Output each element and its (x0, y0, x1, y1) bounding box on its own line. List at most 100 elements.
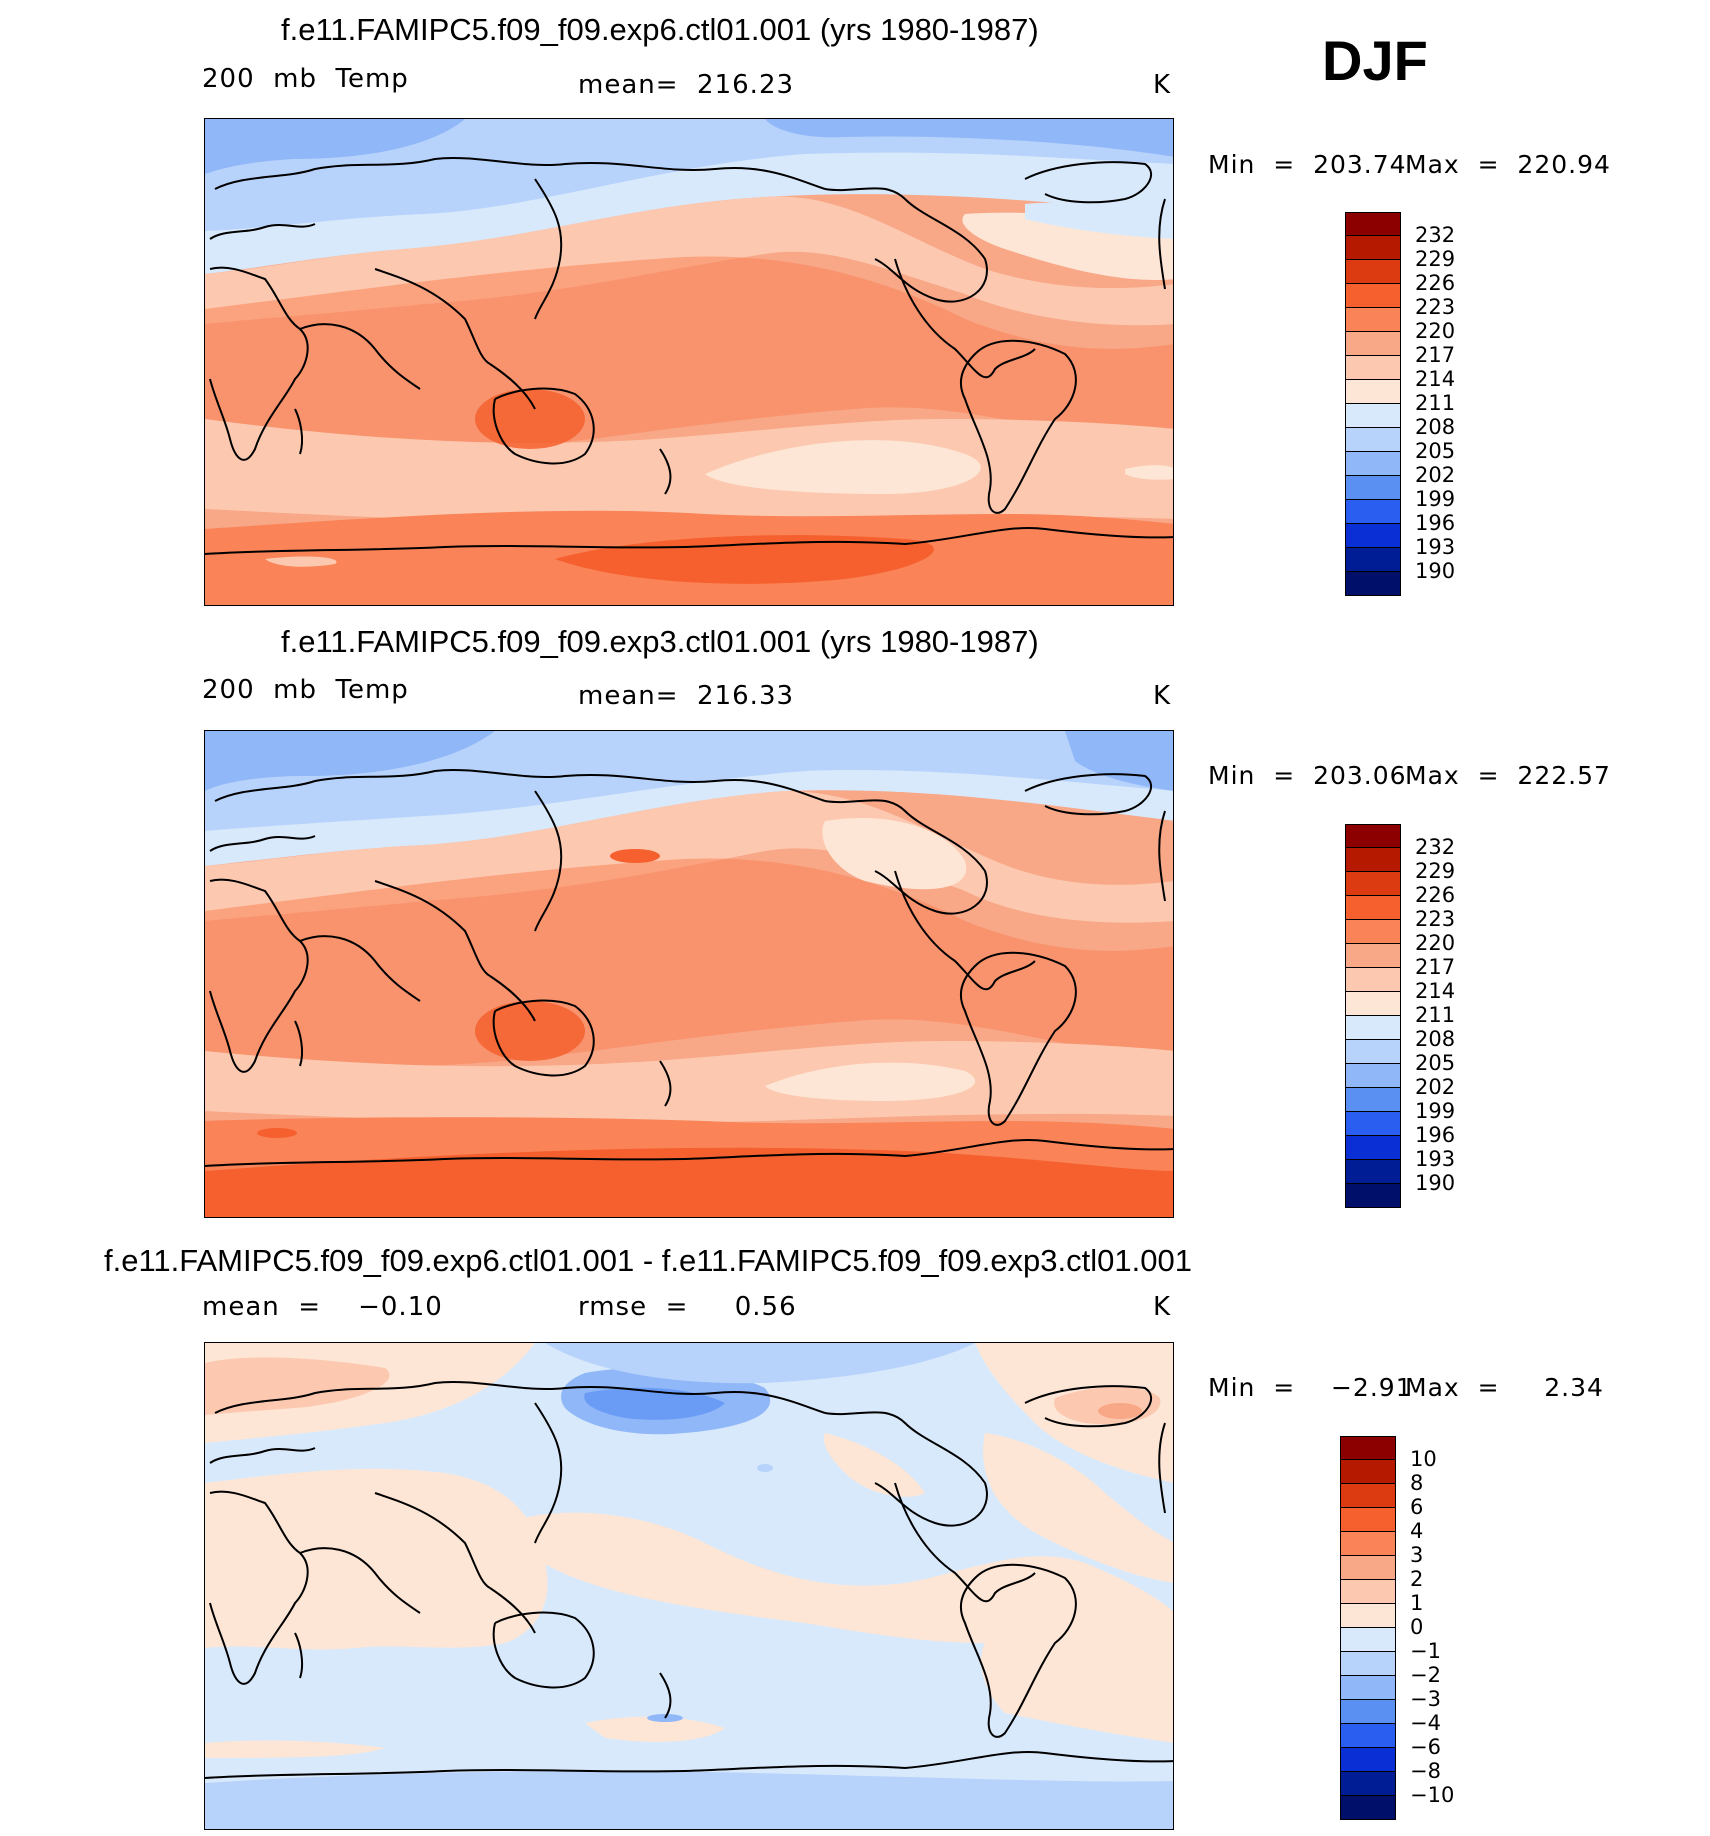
colorbar-swatch (1345, 212, 1401, 236)
colorbar-swatch (1345, 1112, 1401, 1136)
colorbar-tick-label: −1 (1410, 1639, 1441, 1663)
panel1-map (204, 118, 1174, 606)
panel2-title: f.e11.FAMIPC5.f09_f09.exp3.ctl01.001 (yr… (281, 624, 1039, 659)
panel3-min-label: Min = −2.91 (1208, 1373, 1413, 1402)
colorbar-frame (1345, 824, 1401, 1208)
panel2-min-label: Min = 203.06 (1208, 761, 1407, 790)
colorbar-swatch (1345, 1136, 1401, 1160)
colorbar-swatch (1340, 1628, 1396, 1652)
panel3-max-label: Max = 2.34 (1405, 1373, 1604, 1402)
panel1-units: K (1153, 70, 1172, 100)
colorbar-tick-label: 214 (1415, 367, 1456, 391)
panel3-units: K (1153, 1292, 1172, 1322)
colorbar-swatch (1345, 260, 1401, 284)
colorbar-tick-label: 193 (1415, 1147, 1456, 1171)
colorbar-frame (1340, 1436, 1396, 1820)
colorbar-tick-label: 226 (1415, 883, 1456, 907)
colorbar-swatch (1345, 1016, 1401, 1040)
colorbar-swatch (1340, 1772, 1396, 1796)
panel3-rmse-label: rmse = 0.56 (578, 1292, 797, 1322)
colorbar-tick-label: 10 (1410, 1447, 1437, 1471)
colorbar-swatch (1345, 992, 1401, 1016)
colorbar-swatch (1340, 1556, 1396, 1580)
panel3-title: f.e11.FAMIPC5.f09_f09.exp6.ctl01.001 - f… (104, 1243, 1192, 1278)
colorbar-swatch (1340, 1436, 1396, 1460)
colorbar-tick-label: −2 (1410, 1663, 1441, 1687)
colorbar-tick-label: 190 (1415, 1171, 1456, 1195)
panel2-colorbar: 232 229 226 223 220 217 214 211 208 205 202 199 196 1… (1345, 824, 1485, 1210)
panel1-colorbar: 232 229 226 223 220 217 214 211 208 205 202 199 196 1… (1345, 212, 1485, 598)
season-label: DJF (1322, 29, 1428, 92)
panel1-mean-label: mean= 216.23 (578, 70, 795, 100)
colorbar-tick-label: −10 (1410, 1783, 1455, 1807)
colorbar-swatch (1345, 824, 1401, 848)
colorbar-tick-label: 223 (1415, 295, 1456, 319)
colorbar-swatch (1345, 920, 1401, 944)
colorbar-swatch (1340, 1676, 1396, 1700)
colorbar-tick-label: 199 (1415, 487, 1456, 511)
colorbar-tick-label: 0 (1410, 1615, 1424, 1639)
colorbar-swatch (1340, 1508, 1396, 1532)
colorbar-tick-label: 232 (1415, 223, 1456, 247)
colorbar-tick-label: 202 (1415, 463, 1456, 487)
colorbar-tick-label: 220 (1415, 319, 1456, 343)
panel3-mean-label: mean = −0.10 (202, 1292, 443, 1322)
colorbar-tick-label: 196 (1415, 511, 1456, 535)
colorbar-swatch (1345, 284, 1401, 308)
colorbar-swatch (1340, 1724, 1396, 1748)
colorbar-tick-label: 220 (1415, 931, 1456, 955)
colorbar-tick-label: 202 (1415, 1075, 1456, 1099)
colorbar-tick-label: 3 (1410, 1543, 1424, 1567)
colorbar-swatch (1345, 1088, 1401, 1112)
panel2-variable-label: 200 mb Temp (202, 675, 409, 705)
panel1-variable-label: 200 mb Temp (202, 64, 409, 94)
colorbar-swatch (1345, 356, 1401, 380)
colorbar-tick-label: −8 (1410, 1759, 1441, 1783)
colorbar-swatch (1345, 1160, 1401, 1184)
colorbar-swatch (1340, 1796, 1396, 1820)
panel3-colorbar: 10 8 6 4 3 2 1 0 −1 −2 −3 −4 −6 −8 −10 (1340, 1436, 1480, 1822)
colorbar-swatch (1345, 968, 1401, 992)
colorbar-swatch (1345, 404, 1401, 428)
colorbar-tick-label: 196 (1415, 1123, 1456, 1147)
colorbar-swatch (1345, 944, 1401, 968)
colorbar-tick-label: 208 (1415, 1027, 1456, 1051)
panel2-max-label: Max = 222.57 (1405, 761, 1611, 790)
colorbar-tick-label: 193 (1415, 535, 1456, 559)
colorbar-tick-label: 2 (1410, 1567, 1424, 1591)
colorbar-tick-label: 223 (1415, 907, 1456, 931)
colorbar-tick-label: 217 (1415, 343, 1456, 367)
colorbar-frame (1345, 212, 1401, 596)
colorbar-swatch (1345, 236, 1401, 260)
colorbar-swatch (1345, 848, 1401, 872)
panel2-mean-label: mean= 216.33 (578, 681, 795, 711)
colorbar-swatch (1340, 1580, 1396, 1604)
colorbar-tick-label: 205 (1415, 439, 1456, 463)
colorbar-swatch (1340, 1460, 1396, 1484)
colorbar-tick-label: 6 (1410, 1495, 1424, 1519)
colorbar-swatch (1340, 1532, 1396, 1556)
colorbar-tick-label: 199 (1415, 1099, 1456, 1123)
colorbar-swatch (1340, 1652, 1396, 1676)
colorbar-swatch (1345, 1184, 1401, 1208)
colorbar-swatch (1345, 572, 1401, 596)
colorbar-tick-label: 232 (1415, 835, 1456, 859)
panel3-map (204, 1342, 1174, 1830)
colorbar-tick-label: 208 (1415, 415, 1456, 439)
colorbar-swatch (1345, 380, 1401, 404)
panel2-units: K (1153, 681, 1172, 711)
panel2-map (204, 730, 1174, 1218)
colorbar-swatch (1345, 1040, 1401, 1064)
colorbar-tick-label: 4 (1410, 1519, 1424, 1543)
colorbar-swatch (1345, 308, 1401, 332)
colorbar-tick-label: 205 (1415, 1051, 1456, 1075)
colorbar-tick-label: 229 (1415, 859, 1456, 883)
colorbar-tick-label: 217 (1415, 955, 1456, 979)
colorbar-swatch (1340, 1484, 1396, 1508)
colorbar-swatch (1340, 1748, 1396, 1772)
colorbar-tick-label: 211 (1415, 1003, 1456, 1027)
colorbar-tick-label: 190 (1415, 559, 1456, 583)
colorbar-tick-label: 226 (1415, 271, 1456, 295)
colorbar-swatch (1340, 1700, 1396, 1724)
colorbar-swatch (1345, 896, 1401, 920)
